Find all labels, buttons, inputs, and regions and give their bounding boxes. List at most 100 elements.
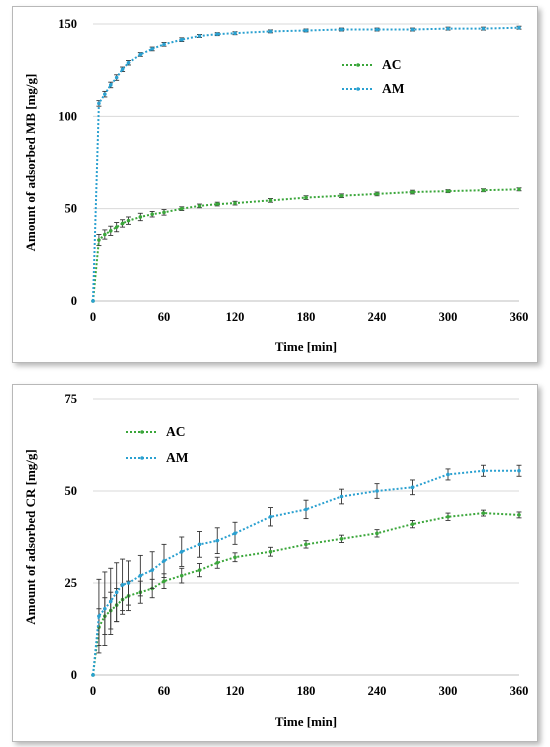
data-point [446,472,450,477]
data-point [215,202,220,206]
series-ac [91,187,522,303]
data-point [126,581,131,585]
legend-marker [356,63,360,67]
x-axis-title: Time [min] [275,339,337,354]
data-point [108,229,113,233]
x-tick-label: 60 [158,684,171,698]
data-point [120,67,125,72]
data-point [446,189,450,193]
series-line [92,469,519,676]
data-point [233,555,237,560]
y-tick-label: 50 [65,202,78,216]
series-line [92,512,520,676]
data-point [375,27,379,32]
x-axis-title: Time [min] [275,714,337,729]
x-tick-label: 360 [510,684,529,698]
data-point [233,31,237,36]
data-point [268,198,273,203]
data-point [103,232,107,237]
legend-label: AM [166,450,189,465]
data-point [138,573,143,578]
data-point [410,485,415,490]
data-point [179,549,184,554]
data-point [268,29,273,34]
legend-label: AC [166,424,186,439]
data-point [304,195,308,200]
data-point [108,599,113,604]
data-point [114,75,119,80]
cr-adsorption-chart: 0 25 50 75 0 60 120 180 240 300 360 Time [min] Amoun… [23,392,529,729]
data-point [304,542,308,547]
y-tick-label: 25 [65,576,78,590]
data-point [162,559,166,563]
x-tick-label: 120 [226,310,245,324]
mb-adsorption-chart: 0 50 100 150 0 60 120 180 240 300 360 Time [min] Amo… [23,17,529,354]
data-point [162,579,166,583]
data-point [268,514,273,519]
data-point [517,468,521,473]
y-tick-label: 75 [65,392,78,406]
data-point [97,238,101,242]
series-line [92,26,520,302]
data-point [517,25,521,30]
data-point [481,188,486,192]
data-point [108,83,113,87]
data-point [120,583,125,587]
data-point [339,537,344,541]
data-point [481,26,486,31]
data-point [197,568,202,572]
legend-label: AM [382,81,405,96]
data-point [410,27,415,32]
data-point [446,514,450,519]
data-point [481,511,486,515]
mb-chart-panel: 0 50 100 150 0 60 120 180 240 300 360 Time [min] Amo… [12,6,538,363]
data-point [268,549,273,554]
series-am [91,464,522,677]
y-tick-label: 150 [58,17,77,31]
y-tick-label: 0 [71,294,77,308]
data-point [197,204,202,208]
data-point [375,531,379,536]
data-point [339,193,344,198]
data-point [233,201,237,205]
data-point [215,560,220,565]
data-point [103,92,107,96]
cr-chart-panel: 0 25 50 75 0 60 120 180 240 300 360 Time [min] Amoun… [12,384,538,742]
x-tick-label: 180 [297,310,316,324]
data-point [446,26,450,31]
y-tick-label: 100 [58,109,77,123]
x-tick-label: 0 [90,310,96,324]
series-line [92,188,520,302]
legend-marker [140,456,144,460]
data-point [150,47,154,51]
data-point [162,42,166,47]
data-point [517,513,521,517]
data-point [375,489,379,493]
x-tick-label: 120 [226,684,245,698]
data-point [120,221,125,226]
legend-marker [140,430,144,434]
data-point [91,673,95,677]
y-axis-title: Amount of adsorbed CR [mg/g] [23,449,38,625]
data-point [339,27,344,32]
data-point [215,538,220,543]
data-point [126,218,131,223]
data-point [481,468,486,473]
data-point [114,225,119,229]
data-point [150,212,154,217]
x-tick-label: 360 [510,310,529,324]
data-point [179,206,184,211]
series-am [91,25,522,303]
data-point [97,614,101,618]
data-point [410,190,415,194]
data-point [97,101,101,106]
x-tick-label: 240 [368,684,387,698]
data-point [197,542,202,547]
data-point [233,531,237,536]
x-tick-label: 240 [368,310,387,324]
data-point [304,507,308,512]
x-tick-label: 300 [439,310,458,324]
x-tick-label: 60 [158,310,171,324]
data-point [339,494,344,499]
x-tick-label: 180 [297,684,316,698]
